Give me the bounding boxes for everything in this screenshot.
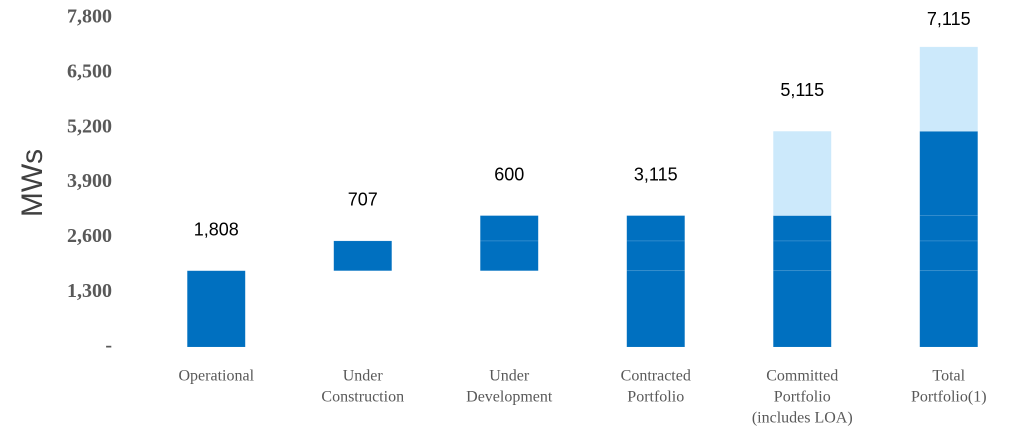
x-tick-label: Under	[343, 368, 384, 385]
x-tick-label: Committed	[766, 368, 838, 385]
bar-segment	[919, 240, 979, 272]
value-label: 5,115	[780, 80, 824, 100]
bar-segment	[334, 271, 392, 347]
value-label: 600	[494, 164, 524, 184]
bar-segment	[919, 130, 979, 216]
bar-segment	[772, 240, 832, 272]
x-tick-label: Development	[466, 389, 553, 406]
bar-segment	[772, 270, 832, 348]
x-tick-label: Portfolio	[774, 389, 831, 406]
x-tick-label: Portfolio(1)	[911, 389, 987, 406]
bar-segment	[479, 240, 539, 272]
y-tick-label: 2,600	[67, 225, 112, 247]
x-tick-label: Operational	[178, 368, 254, 385]
bar-segment	[626, 240, 686, 272]
value-label: 707	[348, 190, 378, 210]
value-label: 7,115	[927, 9, 971, 29]
x-tick-label: Under	[489, 368, 530, 385]
bar-segment	[919, 270, 979, 348]
x-tick-label: Portfolio	[627, 389, 684, 406]
y-tick-label: 6,500	[67, 60, 112, 82]
bar-segment	[186, 270, 246, 348]
bar-segment	[919, 46, 979, 132]
bar-segment	[772, 215, 832, 242]
x-tick-label: Total	[932, 368, 965, 385]
x-tick-label: Contracted	[621, 368, 691, 385]
bar-segment	[626, 215, 686, 242]
x-tick-label: (includes LOA)	[752, 410, 853, 427]
value-label: 3,115	[634, 164, 678, 184]
y-tick-label: -	[105, 335, 112, 357]
y-tick-label: 1,300	[67, 280, 112, 302]
bar-segment	[480, 271, 538, 347]
value-label: 1,808	[194, 219, 239, 239]
y-axis-label: MWs	[16, 149, 49, 217]
y-tick-label: 3,900	[67, 170, 112, 192]
y-tick-label: 5,200	[67, 115, 112, 137]
bar-segment	[333, 240, 393, 272]
y-tick-label: 7,800	[67, 6, 112, 28]
bar-segment	[919, 215, 979, 242]
bar-segment	[772, 130, 832, 216]
bar-segment	[479, 215, 539, 242]
x-tick-label: Construction	[321, 389, 404, 406]
bar-segment	[626, 270, 686, 348]
